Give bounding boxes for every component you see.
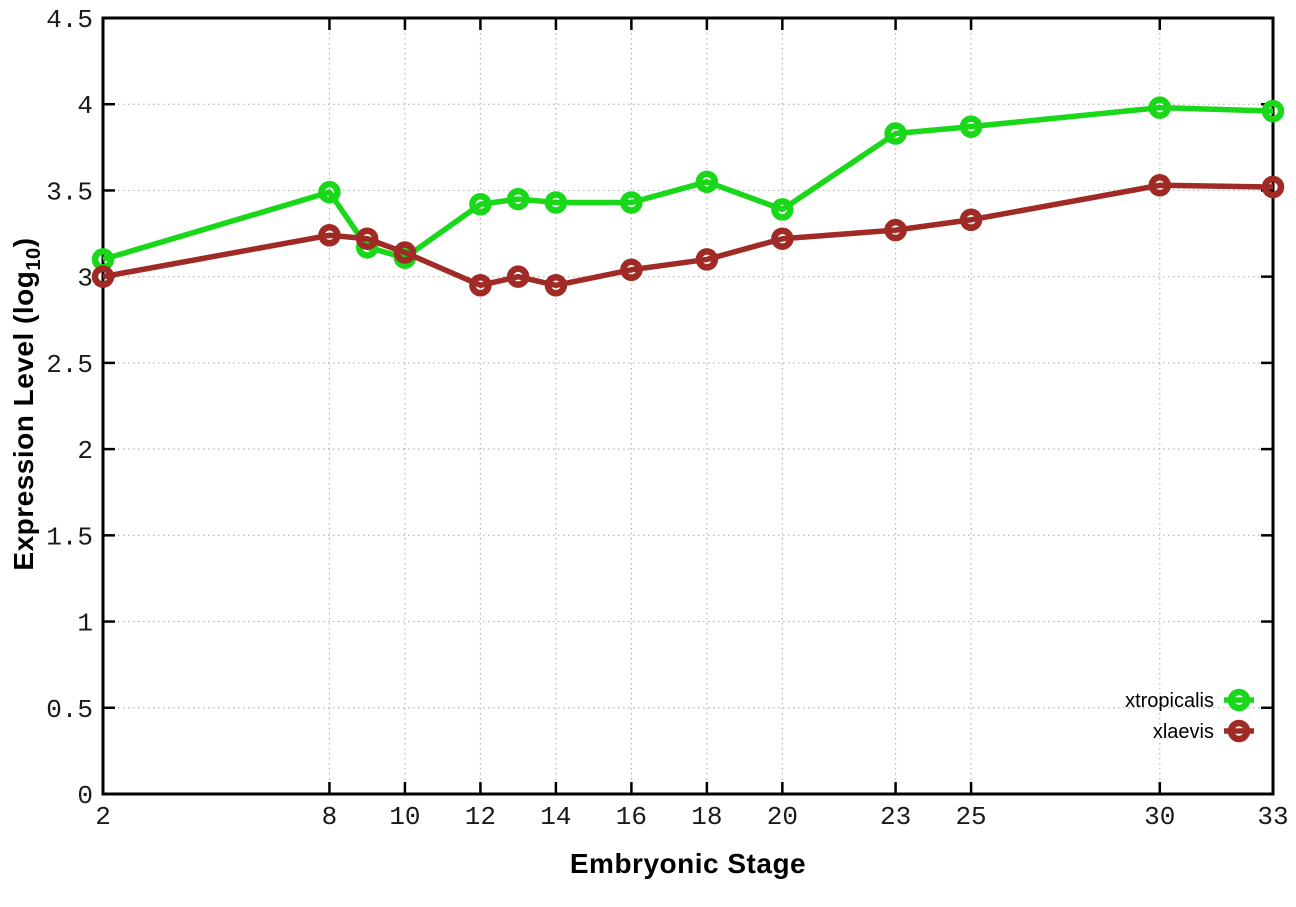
data-point-xtropicalis xyxy=(884,122,907,145)
data-point-xlaevis xyxy=(884,218,907,242)
data-point-xtropicalis xyxy=(506,187,530,211)
x-tick-label: 10 xyxy=(389,802,420,832)
y-tick-label: 0.5 xyxy=(46,695,93,725)
data-point-xtropicalis xyxy=(469,192,492,216)
x-tick-label: 33 xyxy=(1257,802,1288,832)
y-axis-title: Expression Level (log10) xyxy=(8,237,46,570)
y-tick-label: 1 xyxy=(77,609,93,639)
data-point-xlaevis xyxy=(959,208,983,232)
legend-marker-xlaevis xyxy=(1227,719,1251,743)
x-tick-label: 16 xyxy=(616,802,647,832)
data-point-xtropicalis xyxy=(620,191,643,214)
x-tick-label: 30 xyxy=(1144,802,1175,832)
x-axis-title: Embryonic Stage xyxy=(569,848,807,879)
legend-label-xlaevis: xlaevis xyxy=(1153,721,1214,743)
data-point-xlaevis xyxy=(506,265,530,288)
data-point-xtropicalis xyxy=(1148,96,1172,119)
data-point-xlaevis xyxy=(355,227,379,250)
data-point-xlaevis xyxy=(620,258,643,282)
y-tick-label: 2 xyxy=(77,436,93,466)
y-tick-label: 3.5 xyxy=(46,177,93,207)
data-point-xlaevis xyxy=(1261,175,1285,199)
y-tick-label: 1.5 xyxy=(46,522,93,552)
y-axis-title-text: Expression Level (log xyxy=(8,270,40,571)
data-point-xtropicalis xyxy=(318,180,341,204)
y-tick-label: 4 xyxy=(77,91,93,121)
x-tick-label: 12 xyxy=(465,802,496,832)
data-point-xlaevis xyxy=(318,224,341,247)
x-tick-label: 25 xyxy=(955,802,986,832)
y-tick-label: 4.5 xyxy=(46,5,93,35)
data-point-xlaevis xyxy=(771,227,794,250)
data-point-xtropicalis xyxy=(771,198,794,221)
y-axis-title-subscript: 10 xyxy=(22,247,45,271)
series-line-xtropicalis xyxy=(102,104,1274,263)
data-point-xtropicalis xyxy=(544,191,568,214)
data-point-xlaevis xyxy=(1148,174,1172,197)
x-tick-label: 18 xyxy=(691,802,722,832)
data-point-xlaevis xyxy=(695,248,719,271)
y-tick-label: 2.5 xyxy=(46,350,93,380)
data-point-xlaevis xyxy=(91,265,115,288)
data-point-xtropicalis xyxy=(1261,99,1285,123)
plot-border xyxy=(101,16,1275,796)
legend-marker-xtropicalis xyxy=(1227,688,1251,712)
x-tick-label: 23 xyxy=(880,802,911,832)
x-tick-label: 20 xyxy=(767,802,798,832)
data-point-xlaevis xyxy=(469,274,492,297)
x-tick-label: 14 xyxy=(540,802,571,832)
y-tick-label: 0 xyxy=(77,781,93,811)
legend-label-xtropicalis: xtropicalis xyxy=(1125,690,1214,712)
data-point-xtropicalis xyxy=(959,115,983,138)
x-tick-label: 8 xyxy=(322,802,338,832)
data-point-xlaevis xyxy=(544,274,568,297)
x-tick-label: 2 xyxy=(95,802,111,832)
data-point-xlaevis xyxy=(393,241,417,264)
y-axis-title-close: ) xyxy=(8,237,40,248)
y-tick-label: 3 xyxy=(77,264,93,294)
data-point-xtropicalis xyxy=(695,170,719,194)
series-line-xlaevis xyxy=(102,182,1274,289)
